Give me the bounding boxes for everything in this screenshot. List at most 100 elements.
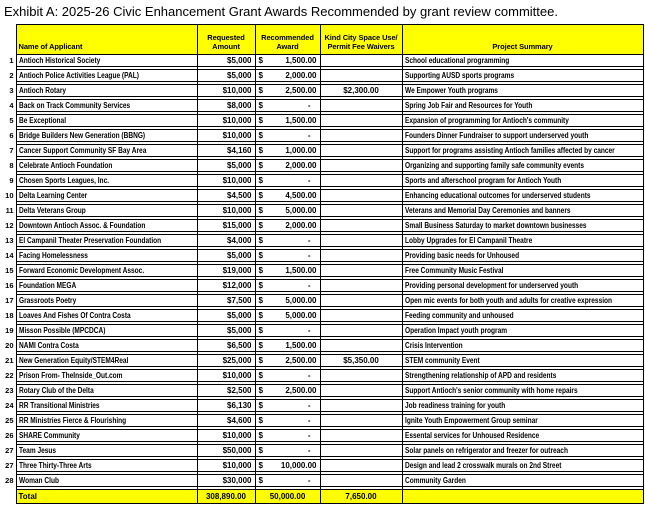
project-summary-cell-text: Support for programs assisting Antioch f… — [404, 146, 615, 155]
applicant-name-cell-text: Loaves And Fishes Of Contra Costa — [18, 311, 131, 320]
project-summary-cell: Spring Job Fair and Resources for Youth — [401, 99, 644, 112]
table-row: 24 RR Transitional Ministries $6,130 $ - Job … — [2, 399, 644, 412]
table-row: 4 Back on Track Community Services $8,000 $… — [2, 99, 644, 112]
currency-symbol: $ — [258, 296, 263, 305]
applicant-name-cell-text: Antioch Rotary — [18, 86, 66, 95]
table-row: 8 Celebrate Antioch Foundation $5,000 $2,00… — [2, 159, 644, 172]
applicant-name-cell: Delta Learning Center — [15, 189, 198, 202]
table-row: 22 Prison From- TheInside_Out.com $10,000 $… — [2, 369, 644, 382]
kind-city-cell — [319, 249, 403, 262]
applicant-name-cell-text: Antioch Historical Society — [18, 56, 100, 65]
table-row: 12 Downtown Antioch Assoc. & Foundation $1… — [2, 219, 644, 232]
recommended-award-cell: $ - — [254, 444, 321, 457]
recommended-award-cell: $1,500.00 — [254, 114, 321, 127]
kind-city-cell — [319, 309, 403, 322]
award-amount: 1,500.00 — [285, 266, 317, 275]
kind-city-cell — [319, 144, 403, 157]
applicant-name-cell: Loaves And Fishes Of Contra Costa — [15, 309, 198, 322]
row-spacer — [2, 96, 644, 100]
requested-amount-cell: $10,000 — [196, 459, 256, 472]
requested-amount-cell: $12,000 — [196, 279, 256, 292]
project-summary-cell-text: Veterans and Memorial Day Ceremonies and… — [404, 206, 571, 215]
row-number: 13 — [2, 234, 16, 247]
row-spacer — [2, 306, 644, 310]
award-amount: - — [307, 431, 311, 440]
applicant-name-cell: Chosen Sports Leagues, Inc. — [15, 174, 198, 187]
applicant-name-cell: Cancer Support Community SF Bay Area — [15, 144, 198, 157]
table-row: 1 Antioch Historical Society $5,000 $1,500.… — [2, 54, 644, 67]
corner-header — [2, 24, 16, 55]
award-amount: 5,000.00 — [285, 311, 317, 320]
currency-symbol: $ — [258, 161, 263, 170]
currency-symbol: $ — [258, 401, 263, 410]
project-summary-cell-text: Solar panels on refrigerator and freezer… — [404, 446, 568, 455]
project-summary-cell: Small Business Saturday to market downto… — [401, 219, 644, 232]
applicant-name-cell: El Campanil Theater Preservation Foundat… — [15, 234, 198, 247]
currency-symbol: $ — [258, 371, 263, 380]
award-amount: 2,500.00 — [285, 386, 317, 395]
row-spacer — [2, 126, 644, 130]
award-amount: - — [307, 101, 311, 110]
currency-symbol: $ — [258, 341, 263, 350]
row-number: 3 — [2, 84, 16, 97]
applicant-name-cell: SHARE Community — [15, 429, 198, 442]
row-number: 17 — [2, 294, 16, 307]
project-summary-cell: Providing basic needs for Unhoused — [401, 249, 644, 262]
requested-amount-cell: $15,000 — [196, 219, 256, 232]
project-summary-cell-text: Strengthening relationship of APD and re… — [404, 371, 556, 380]
row-spacer — [2, 141, 644, 145]
column-header-recommended: Recommended Award — [254, 24, 321, 55]
project-summary-cell: Founders Dinner Fundraiser to support un… — [401, 129, 644, 142]
applicant-name-cell: NAMI Contra Costa — [15, 339, 198, 352]
page-title: Exhibit A: 2025-26 Civic Enhancement Gra… — [4, 4, 558, 19]
recommended-award-cell: $4,500.00 — [254, 189, 321, 202]
table-row: 13 El Campanil Theater Preservation Found… — [2, 234, 644, 247]
applicant-name-cell-text: Three Thirty-Three Arts — [18, 461, 92, 470]
recommended-award-cell: $2,500.00 — [254, 84, 321, 97]
project-summary-cell-text: We Empower Youth programs — [404, 86, 498, 95]
project-summary-cell: Operation Impact youth program — [401, 324, 644, 337]
grants-table-body: 1 Antioch Historical Society $5,000 $1,500.… — [2, 54, 644, 504]
recommended-award-cell: $1,500.00 — [254, 339, 321, 352]
recommended-award-cell: $1,500.00 — [254, 54, 321, 67]
requested-amount-cell: $5,000 — [196, 69, 256, 82]
award-amount: 2,500.00 — [285, 356, 317, 365]
applicant-name-cell-text: RR Transitional Ministries — [18, 401, 100, 410]
project-summary-cell-text: STEM community Event — [404, 356, 480, 365]
column-header-kind-city: Kind City Space Use/ Permit Fee Waivers — [319, 24, 403, 55]
kind-city-cell — [319, 174, 403, 187]
recommended-award-cell: $2,500.00 — [254, 384, 321, 397]
kind-city-cell — [319, 204, 403, 217]
project-summary-cell-text: Enhancing educational outcomes for under… — [404, 191, 591, 200]
total-kind-city: 7,650.00 — [319, 489, 403, 504]
currency-symbol: $ — [258, 251, 263, 260]
table-row: 11 Delta Veterans Group $10,000 $5,000.00 Ve… — [2, 204, 644, 217]
applicant-name-cell: Celebrate Antioch Foundation — [15, 159, 198, 172]
project-summary-cell: Supporting AUSD sports programs — [401, 69, 644, 82]
kind-city-cell — [319, 294, 403, 307]
recommended-award-cell: $ - — [254, 474, 321, 487]
row-number: 14 — [2, 249, 16, 262]
project-summary-cell-text: Spring Job Fair and Resources for Youth — [404, 101, 532, 110]
project-summary-cell: Solar panels on refrigerator and freezer… — [401, 444, 644, 457]
currency-symbol: $ — [258, 86, 263, 95]
kind-city-cell — [319, 339, 403, 352]
table-row: 10 Delta Learning Center $4,500 $4,500.00 En… — [2, 189, 644, 202]
award-amount: 2,500.00 — [285, 86, 317, 95]
table-row: 20 NAMI Contra Costa $6,500 $1,500.00 Crisis… — [2, 339, 644, 352]
table-row: 16 Foundation MEGA $12,000 $ - Providing pers… — [2, 279, 644, 292]
project-summary-cell: Providing personal development for under… — [401, 279, 644, 292]
award-amount: 1,500.00 — [285, 116, 317, 125]
award-amount: 2,000.00 — [285, 161, 317, 170]
applicant-name-cell: Grassroots Poetry — [15, 294, 198, 307]
row-number: 20 — [2, 339, 16, 352]
applicant-name-cell: Woman Club — [15, 474, 198, 487]
project-summary-cell: Community Garden — [401, 474, 644, 487]
total-requested: 308,890.00 — [196, 489, 256, 504]
row-number: 10 — [2, 189, 16, 202]
award-amount: - — [307, 446, 311, 455]
row-number: 18 — [2, 309, 16, 322]
row-spacer — [2, 231, 644, 235]
project-summary-cell: We Empower Youth programs — [401, 84, 644, 97]
currency-symbol: $ — [258, 176, 263, 185]
